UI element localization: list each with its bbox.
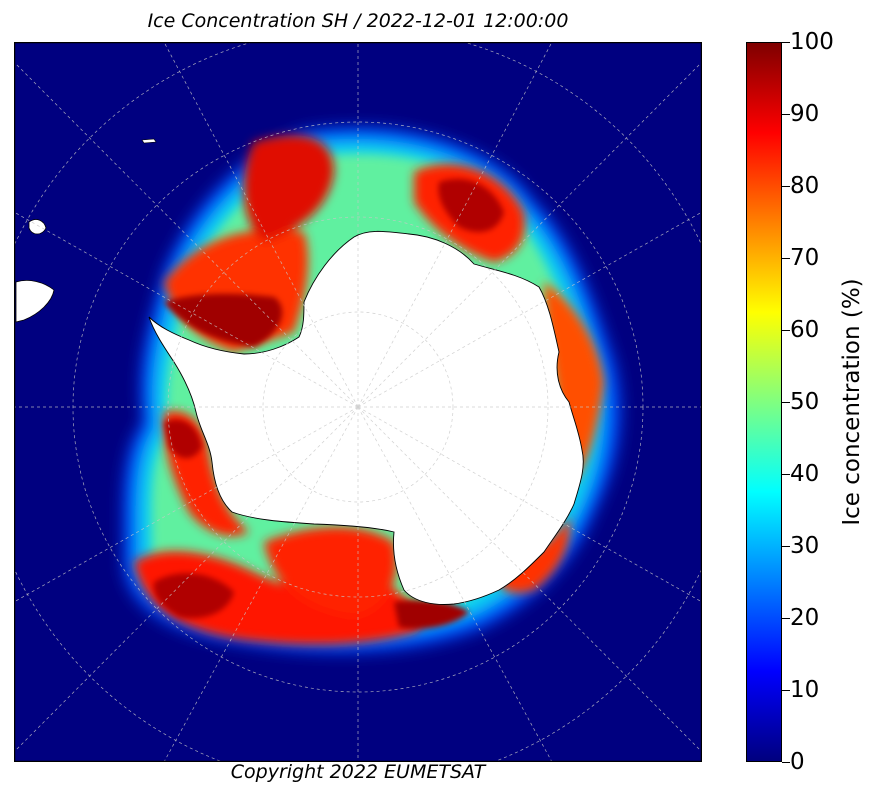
colorbar-tick bbox=[782, 186, 790, 187]
land-fragment-south-georgia bbox=[141, 138, 157, 144]
colorbar-gradient bbox=[747, 43, 781, 761]
colorbar-tick bbox=[782, 42, 790, 43]
colorbar-tick bbox=[782, 690, 790, 691]
ice-concentration-map bbox=[14, 42, 702, 762]
colorbar-tick-label: 0 bbox=[790, 749, 805, 775]
colorbar-tick-label: 80 bbox=[790, 173, 820, 199]
colorbar-tick bbox=[782, 618, 790, 619]
ice-max-concentration bbox=[153, 178, 504, 629]
colorbar-tick-label: 30 bbox=[790, 533, 820, 559]
colorbar-tick-label: 100 bbox=[790, 29, 834, 55]
land-fragment-west bbox=[15, 280, 55, 323]
copyright-notice: Copyright 2022 EUMETSAT bbox=[230, 761, 486, 783]
colorbar-tick bbox=[782, 762, 790, 763]
colorbar-tick-label: 90 bbox=[790, 101, 820, 127]
colorbar-tick-label: 70 bbox=[790, 245, 820, 271]
map-title: Ice Concentration SH / 2022-12-01 12:00:… bbox=[147, 10, 569, 32]
colorbar-tick bbox=[782, 474, 790, 475]
colorbar-tick bbox=[782, 402, 790, 403]
colorbar-tick-label: 10 bbox=[790, 677, 820, 703]
colorbar bbox=[746, 42, 782, 762]
colorbar-tick bbox=[782, 114, 790, 115]
map-frame bbox=[14, 42, 702, 762]
colorbar-tick bbox=[782, 258, 790, 259]
colorbar-tick-label: 50 bbox=[790, 389, 820, 415]
graticule bbox=[14, 42, 702, 762]
colorbar-tick-label: 40 bbox=[790, 461, 820, 487]
colorbar-tick-label: 60 bbox=[790, 317, 820, 343]
colorbar-tick-label: 20 bbox=[790, 605, 820, 631]
colorbar-tick bbox=[782, 546, 790, 547]
colorbar-label: Ice concentration (%) bbox=[839, 278, 865, 526]
colorbar-tick bbox=[782, 330, 790, 331]
antarctica-land bbox=[148, 230, 584, 605]
